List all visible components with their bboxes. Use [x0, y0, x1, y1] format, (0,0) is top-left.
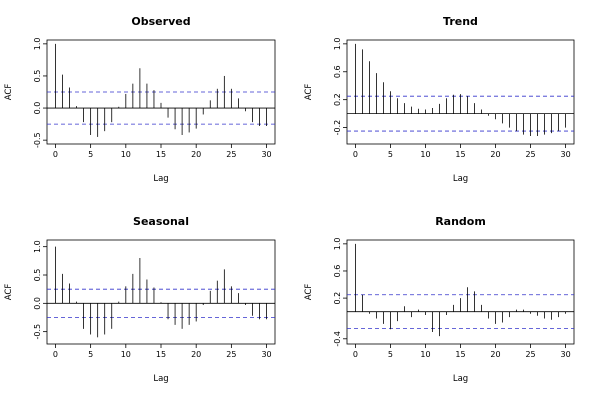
x-tick-label: 25: [226, 150, 236, 159]
plot-frame: [46, 239, 276, 345]
panel-3: Seasonal 0 5 10 15 20 25 30 -0.5 0.0 0.5 1.0 Lag ACF: [4, 215, 276, 384]
x-tick-label: 0: [53, 150, 58, 159]
x-tick-label: 0: [353, 350, 358, 359]
x-tick-label: 25: [525, 150, 535, 159]
x-tick-label: 15: [156, 150, 166, 159]
y-tick-label: 0.6: [333, 65, 342, 78]
x-tick-label: 5: [388, 150, 393, 159]
x-tick-label: 15: [156, 350, 166, 359]
x-axis-label: Lag: [153, 174, 168, 184]
x-axis-label: Lag: [153, 374, 168, 384]
x-tick-label: 5: [88, 150, 93, 159]
x-tick-label: 5: [88, 350, 93, 359]
y-tick-label: 0.6: [333, 265, 342, 278]
y-axis-label: ACF: [304, 84, 314, 101]
x-tick-label: 30: [560, 150, 570, 159]
x-tick-label: 10: [121, 150, 131, 159]
x-tick-label: 5: [388, 350, 393, 359]
x-tick-label: 25: [525, 350, 535, 359]
y-tick-label: 0.2: [333, 292, 342, 305]
x-tick-label: 0: [353, 150, 358, 159]
x-tick-label: 30: [560, 350, 570, 359]
panel-4: Random 0 5 10 15 20 25 30 -0.4 0.2 0.6 1.0 Lag ACF: [304, 215, 575, 384]
panel-title: Seasonal: [133, 215, 189, 228]
y-axis-label: ACF: [304, 284, 314, 301]
panel-1: Observed 0 5 10 15 20 25 30 -0.5 0.0 0.5 1.0 Lag ACF: [4, 15, 276, 184]
x-tick-label: 15: [455, 350, 465, 359]
x-tick-label: 20: [191, 350, 201, 359]
panel-title: Random: [435, 215, 486, 228]
x-tick-label: 0: [53, 350, 58, 359]
y-tick-label: 1.0: [333, 37, 342, 50]
y-tick-label: 0.0: [33, 297, 42, 310]
y-tick-label: -0.2: [333, 120, 342, 136]
x-tick-label: 30: [261, 150, 271, 159]
x-axis-label: Lag: [453, 174, 468, 184]
plot-frame: [346, 39, 575, 145]
x-tick-label: 30: [261, 350, 271, 359]
y-tick-label: 1.0: [33, 240, 42, 253]
y-tick-label: 0.5: [33, 269, 42, 282]
x-tick-label: 25: [226, 350, 236, 359]
y-tick-label: 1.0: [33, 37, 42, 50]
y-tick-label: -0.5: [33, 324, 42, 340]
panel-title: Observed: [131, 15, 190, 28]
y-axis-label: ACF: [4, 284, 14, 301]
x-axis-label: Lag: [453, 374, 468, 384]
x-tick-label: 10: [121, 350, 131, 359]
panel-2: Trend 0 5 10 15 20 25 30 -0.2 0.2 0.6 1.0 Lag ACF: [304, 15, 575, 184]
y-tick-label: -0.4: [333, 331, 342, 347]
y-tick-label: 0.0: [33, 102, 42, 115]
y-tick-label: 0.2: [333, 93, 342, 106]
x-tick-label: 20: [191, 150, 201, 159]
y-tick-label: 0.5: [33, 70, 42, 83]
x-tick-label: 20: [490, 150, 500, 159]
panel-title: Trend: [443, 15, 478, 28]
y-tick-label: 1.0: [333, 237, 342, 250]
x-tick-label: 15: [455, 150, 465, 159]
y-tick-label: -0.5: [33, 132, 42, 148]
x-tick-label: 10: [420, 350, 430, 359]
x-tick-label: 10: [420, 150, 430, 159]
y-axis-label: ACF: [4, 84, 14, 101]
x-tick-label: 20: [490, 350, 500, 359]
